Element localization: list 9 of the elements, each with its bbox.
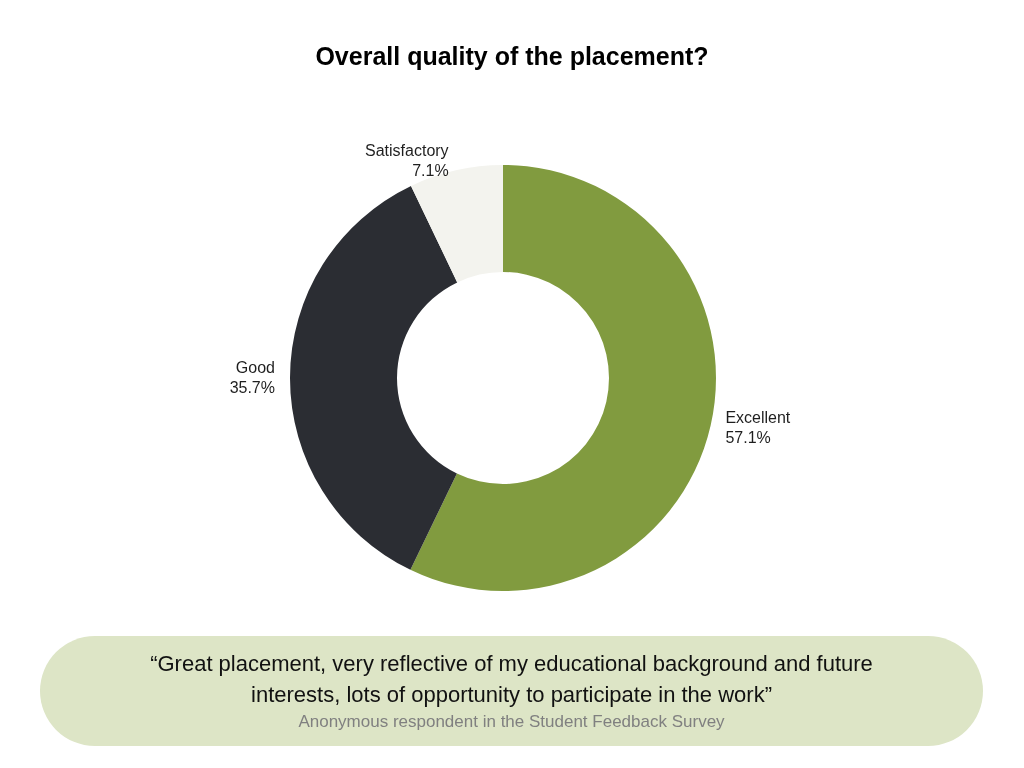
text: Anonymous respondent in the Student Feedback Survey: [297, 711, 726, 733]
chart-title: Overall quality of the placement?: [315, 41, 709, 70]
slice-label: Good: [235, 359, 275, 377]
data-label: 57.1%: [725, 429, 771, 447]
data-label: 7.1%: [412, 162, 449, 180]
data-label: 35.7%: [229, 379, 275, 397]
text: “Great placement, very reflective of my educational background and future interests, lots of opportunity to participate in the work”: [149, 650, 874, 709]
slice-label: Satisfactory: [365, 142, 449, 160]
slice-label: Excellent: [725, 409, 791, 427]
